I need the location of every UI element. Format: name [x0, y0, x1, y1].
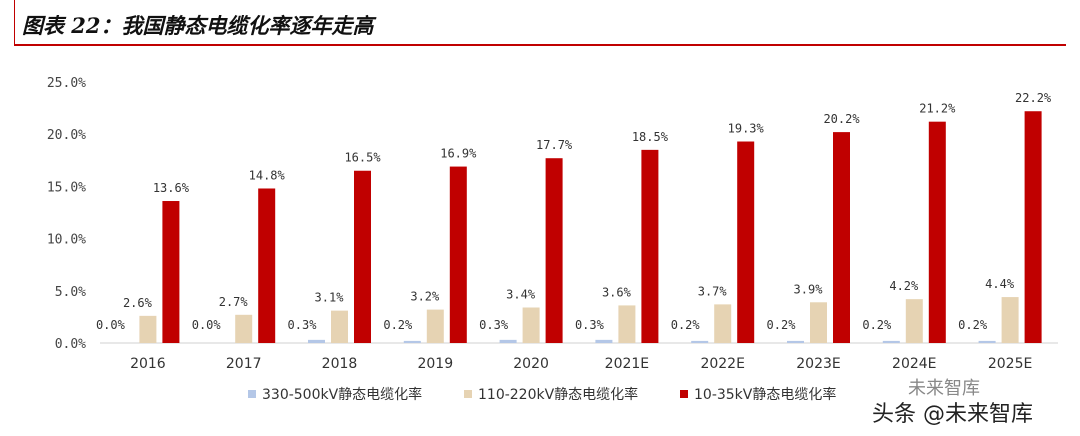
- bar-1: [499, 339, 517, 343]
- data-label: 0.2%: [958, 318, 988, 332]
- bar-1: [308, 339, 325, 343]
- data-label: 4.2%: [889, 279, 919, 293]
- x-tick-label: 2021E: [605, 356, 649, 372]
- data-label: 3.2%: [410, 290, 440, 304]
- data-label: 0.3%: [288, 318, 318, 332]
- legend-label-330: 330-500kV静态电缆化率: [262, 387, 423, 403]
- bar-3: [354, 170, 371, 343]
- data-label: 2.7%: [219, 295, 249, 309]
- data-label: 21.2%: [919, 102, 956, 116]
- legend-swatch-110: [464, 390, 472, 398]
- bar-1: [978, 340, 996, 343]
- y-tick-label: 15.0%: [47, 180, 86, 195]
- data-label: 14.8%: [249, 168, 286, 182]
- x-tick-label: 2020: [513, 356, 549, 372]
- title-left-rule: [14, 0, 15, 46]
- data-label: 3.1%: [315, 291, 345, 305]
- data-label: 18.5%: [632, 130, 669, 144]
- y-tick-label: 25.0%: [47, 76, 86, 91]
- bar-1: [403, 340, 421, 343]
- data-label: 16.9%: [440, 147, 477, 161]
- data-label: 0.3%: [479, 318, 509, 332]
- legend-swatch-10: [680, 390, 688, 398]
- bar-3: [162, 201, 180, 343]
- bar-3: [833, 132, 850, 343]
- data-label: 2.6%: [123, 296, 153, 310]
- bar-2: [139, 315, 157, 343]
- legend-item-330: 330-500kV静态电缆化率: [248, 384, 422, 404]
- bar-1: [882, 340, 900, 343]
- x-tick-label: 2018: [322, 356, 358, 372]
- data-label: 3.9%: [794, 282, 824, 296]
- bar-1: [691, 340, 709, 343]
- y-tick-label: 0.0%: [55, 337, 86, 352]
- bar-1: [787, 340, 804, 343]
- bar-3: [258, 188, 276, 343]
- y-tick-label: 5.0%: [55, 285, 86, 300]
- chart-legend: 330-500kV静态电缆化率 110-220kV静态电缆化率 10-35kV静…: [0, 384, 1080, 408]
- data-label: 20.2%: [823, 112, 860, 126]
- bar-2: [235, 314, 253, 343]
- y-tick-label: 20.0%: [47, 128, 86, 143]
- data-label: 0.2%: [671, 318, 701, 332]
- data-label: 3.7%: [698, 284, 728, 298]
- bar-1: [595, 339, 613, 343]
- data-label: 0.0%: [192, 318, 222, 332]
- legend-label-110: 110-220kV静态电缆化率: [478, 387, 639, 403]
- legend-item-110: 110-220kV静态电缆化率: [464, 384, 638, 404]
- legend-item-10: 10-35kV静态电缆化率: [680, 384, 836, 404]
- data-label: 0.2%: [767, 318, 797, 332]
- bar-2: [426, 309, 444, 343]
- x-tick-label: 2016: [130, 356, 166, 372]
- bar-3: [737, 141, 755, 343]
- bar-2: [1001, 297, 1019, 343]
- x-tick-label: 2024E: [892, 356, 936, 372]
- data-label: 13.6%: [153, 181, 190, 195]
- x-tick-label: 2023E: [796, 356, 840, 372]
- data-label: 0.2%: [383, 318, 413, 332]
- x-tick-label: 2019: [417, 356, 453, 372]
- legend-swatch-330: [248, 390, 256, 398]
- data-label: 0.0%: [96, 318, 126, 332]
- data-label: 16.5%: [344, 151, 381, 165]
- title-underline: [14, 44, 1066, 46]
- x-tick-label: 2022E: [700, 356, 744, 372]
- watermark-text: 头条 @未来智库: [872, 402, 1033, 427]
- data-label: 0.3%: [575, 318, 605, 332]
- bar-3: [1024, 111, 1042, 343]
- bar-2: [331, 310, 348, 343]
- x-tick-label: 2025E: [988, 356, 1032, 372]
- bar-2: [522, 307, 540, 343]
- data-label: 3.6%: [602, 285, 632, 299]
- watermark-logo: 未来智库: [908, 378, 980, 399]
- bar-chart: 0.0% 5.0% 10.0% 15.0% 20.0% 25.0% 2016 0.0% 2.6%…: [47, 76, 1058, 372]
- x-tick-label: 2017: [226, 356, 262, 372]
- bar-2: [618, 305, 636, 343]
- figure-header: 图表 22：我国静态电缆化率逐年走高: [0, 0, 1080, 46]
- figure-title: 图表 22：我国静态电缆化率逐年走高: [22, 13, 374, 38]
- bar-2: [905, 299, 923, 343]
- bar-3: [641, 149, 659, 343]
- bar-2: [714, 304, 732, 343]
- data-label: 3.4%: [506, 288, 536, 302]
- data-label: 0.2%: [862, 318, 892, 332]
- data-label: 4.4%: [985, 277, 1015, 291]
- bar-3: [545, 158, 563, 343]
- y-tick-label: 10.0%: [47, 233, 86, 248]
- data-label: 19.3%: [728, 122, 765, 136]
- data-label: 22.2%: [1015, 91, 1052, 105]
- bar-2: [810, 302, 827, 343]
- bar-3: [928, 121, 946, 343]
- legend-label-10: 10-35kV静态电缆化率: [694, 387, 837, 403]
- bar-3: [449, 166, 467, 343]
- data-label: 17.7%: [536, 138, 573, 152]
